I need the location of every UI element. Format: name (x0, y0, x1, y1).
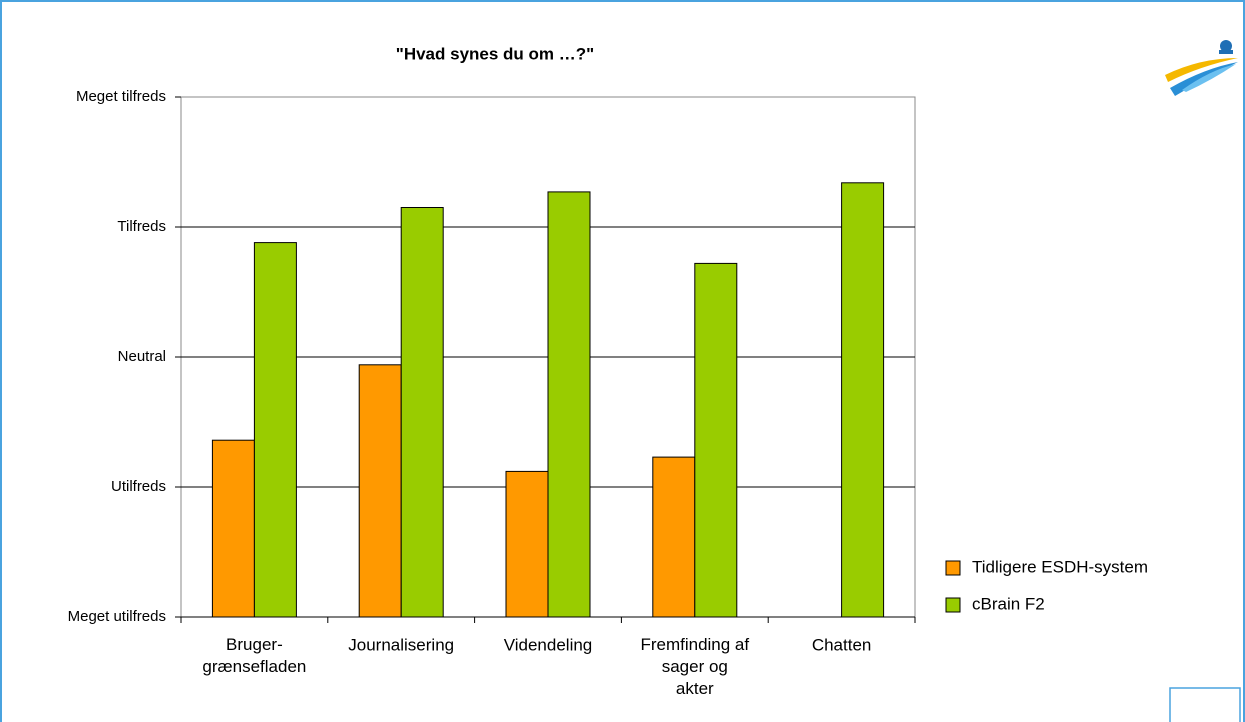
legend-swatch (945, 560, 961, 576)
legend-label: Tidligere ESDH-system (972, 557, 1148, 576)
bar (358, 364, 402, 618)
y-tick-label: Tilfreds (117, 218, 166, 235)
bar (841, 182, 885, 618)
y-tick-label: Meget tilfreds (76, 88, 166, 105)
x-tick-label: Journalisering (348, 635, 454, 654)
bar (253, 242, 297, 618)
chart-title: "Hvad synes du om …?" (396, 44, 594, 63)
y-tick-label: Neutral (118, 348, 166, 365)
x-tick-label: Bruger-grænsefladen (202, 635, 306, 676)
corner-box (1169, 687, 1241, 722)
bar (547, 191, 591, 618)
legend-label: cBrain F2 (972, 594, 1045, 613)
bar (652, 456, 696, 618)
legend-swatch (945, 597, 961, 613)
x-tick-label: Videndeling (504, 635, 593, 654)
y-tick-label: Utilfreds (111, 478, 166, 495)
bar (211, 439, 255, 618)
bar (505, 470, 549, 618)
bar (400, 207, 444, 618)
x-tick-label: Chatten (812, 635, 872, 654)
y-tick-label: Meget utilfreds (68, 608, 166, 625)
logo (1165, 40, 1238, 96)
x-tick-label: Fremfinding af sager og akter (640, 635, 749, 698)
bar (694, 262, 738, 618)
